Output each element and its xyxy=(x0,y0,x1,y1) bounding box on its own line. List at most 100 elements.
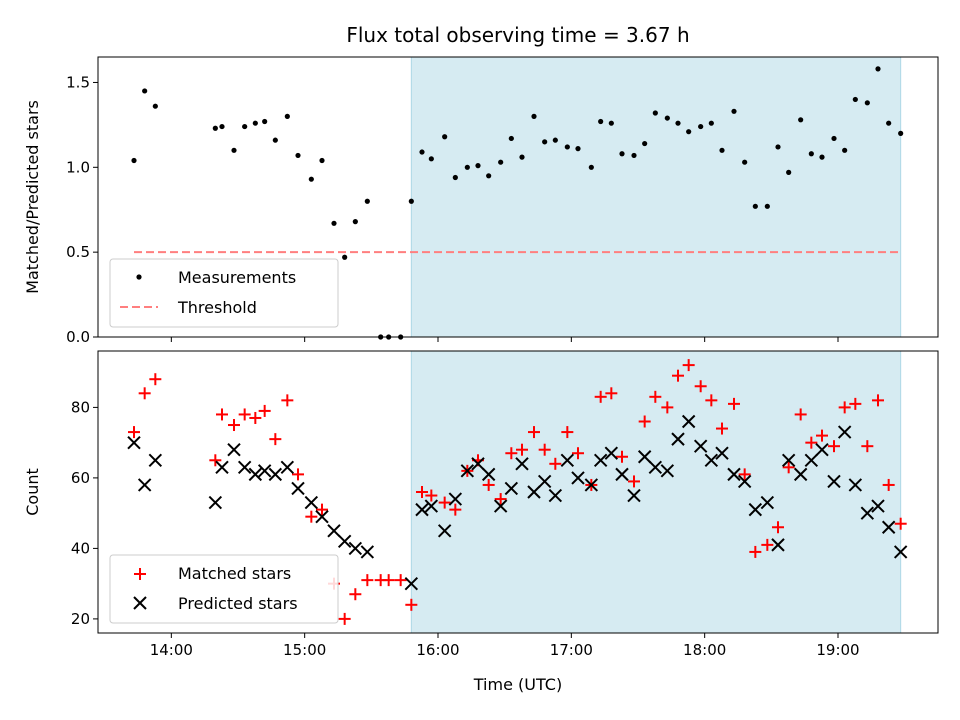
measurement-point xyxy=(898,130,904,136)
predicted-stars-point xyxy=(137,478,152,492)
top-legend: Measurements Threshold xyxy=(109,258,339,328)
predicted-stars-point xyxy=(527,485,541,499)
bottom-legend-matched-label: Matched stars xyxy=(178,564,291,583)
bottom-legend-box xyxy=(109,554,339,624)
predicted-stars-point xyxy=(227,442,241,457)
predicted-stars-point xyxy=(437,524,452,538)
measurement-point xyxy=(428,156,434,162)
chart-title: Flux total observing time = 3.67 h xyxy=(346,23,689,47)
bottom-x-ticks: 14:00 15:00 16:00 17:00 18:00 19:00 xyxy=(150,633,860,659)
matched-stars-point xyxy=(682,359,695,372)
measurement-point xyxy=(588,164,594,170)
predicted-stars-point xyxy=(348,541,363,556)
bottom-legend-matched-marker xyxy=(134,568,146,580)
x-tick-label: 19:00 xyxy=(816,641,859,659)
measurement-point xyxy=(698,123,704,130)
matched-stars-point xyxy=(425,489,438,502)
measurement-point xyxy=(798,117,804,123)
measurement-point xyxy=(231,147,237,153)
predicted-stars-point xyxy=(127,435,141,450)
measurement-point xyxy=(464,164,470,170)
matched-stars-point xyxy=(216,408,228,421)
matched-stars-point xyxy=(561,426,574,439)
predicted-stars-point xyxy=(681,414,696,429)
predicted-stars-point xyxy=(327,524,341,538)
predicted-stars-point xyxy=(627,488,641,503)
measurement-point xyxy=(575,146,581,152)
matched-stars-point xyxy=(805,436,818,449)
predicted-stars-point xyxy=(648,460,663,475)
measurement-point xyxy=(212,125,218,131)
measurement-point xyxy=(152,103,158,109)
x-axis-label: Time (UTC) xyxy=(473,675,562,694)
matched-stars-point xyxy=(292,468,304,481)
measurement-point xyxy=(308,176,314,182)
predicted-stars-point xyxy=(584,478,599,492)
x-tick-label: 15:00 xyxy=(283,641,326,659)
matched-stars-point xyxy=(649,390,662,403)
matched-stars-point xyxy=(749,545,762,558)
measurement-point xyxy=(252,120,258,126)
matched-stars-point xyxy=(828,440,840,453)
measurement-point xyxy=(719,147,725,153)
predicted-stars-point xyxy=(415,502,429,517)
matched-stars-point xyxy=(661,401,674,414)
predicted-stars-point xyxy=(704,453,719,467)
measurement-point xyxy=(452,174,458,181)
predicted-stars-point xyxy=(471,457,485,471)
predicted-stars-point xyxy=(257,464,272,478)
measurement-point xyxy=(475,163,481,169)
matched-stars-point xyxy=(882,478,895,491)
bottom-legend-predicted-marker xyxy=(133,596,147,610)
top-observing-interval-shade xyxy=(410,56,902,338)
predicted-stars-point xyxy=(424,499,439,513)
measurement-point xyxy=(598,118,604,125)
predicted-stars-point xyxy=(604,446,619,460)
predicted-stars-point xyxy=(771,538,785,552)
measurement-point xyxy=(284,113,290,119)
measurement-point xyxy=(442,134,448,140)
predicted-stars-point xyxy=(460,464,475,478)
measurement-point xyxy=(652,110,658,116)
predicted-stars-point xyxy=(881,520,896,534)
matched-stars-point xyxy=(149,373,162,386)
top-y-tick-label: 1.5 xyxy=(66,73,90,91)
matched-stars-point xyxy=(638,415,651,428)
predicted-stars-point xyxy=(548,488,563,503)
top-y-tick-label: 0.0 xyxy=(66,328,90,346)
matched-stars-point xyxy=(281,394,294,407)
bottom-legend: Matched stars Predicted stars xyxy=(109,554,339,624)
predicted-stars-point xyxy=(660,464,675,478)
matched-stars-point xyxy=(782,461,795,474)
predicted-stars-point xyxy=(148,453,163,467)
bottom-marks xyxy=(127,359,908,625)
predicted-stars-point xyxy=(504,481,519,496)
predicted-stars-point xyxy=(315,509,329,524)
matched-stars-point xyxy=(705,394,718,407)
predicted-stars-point xyxy=(537,474,552,489)
measurement-point xyxy=(342,254,348,260)
matched-stars-point xyxy=(616,450,628,463)
matched-stars-point xyxy=(249,411,262,424)
measurement-point xyxy=(852,96,858,103)
matched-stars-point xyxy=(128,426,140,439)
matched-stars-point xyxy=(838,401,851,414)
top-y-tick-label: 0.5 xyxy=(66,243,90,261)
matched-stars-point xyxy=(894,517,907,530)
x-tick-label: 14:00 xyxy=(150,641,193,659)
measurement-point xyxy=(352,219,358,225)
measurement-point xyxy=(419,149,425,155)
measurement-point xyxy=(708,120,714,126)
matched-stars-point xyxy=(505,447,518,460)
matched-stars-point xyxy=(605,387,618,400)
measurement-point xyxy=(808,151,814,157)
measurement-point xyxy=(875,66,881,72)
bottom-y-tick-label: 80 xyxy=(71,398,90,416)
x-tick-label: 16:00 xyxy=(416,641,459,659)
measurement-point xyxy=(295,152,301,159)
measurement-point xyxy=(786,169,792,175)
predicted-stars-point xyxy=(637,450,652,464)
measurement-point xyxy=(686,129,692,135)
matched-stars-point xyxy=(338,612,351,625)
predicted-stars-point xyxy=(793,467,808,482)
